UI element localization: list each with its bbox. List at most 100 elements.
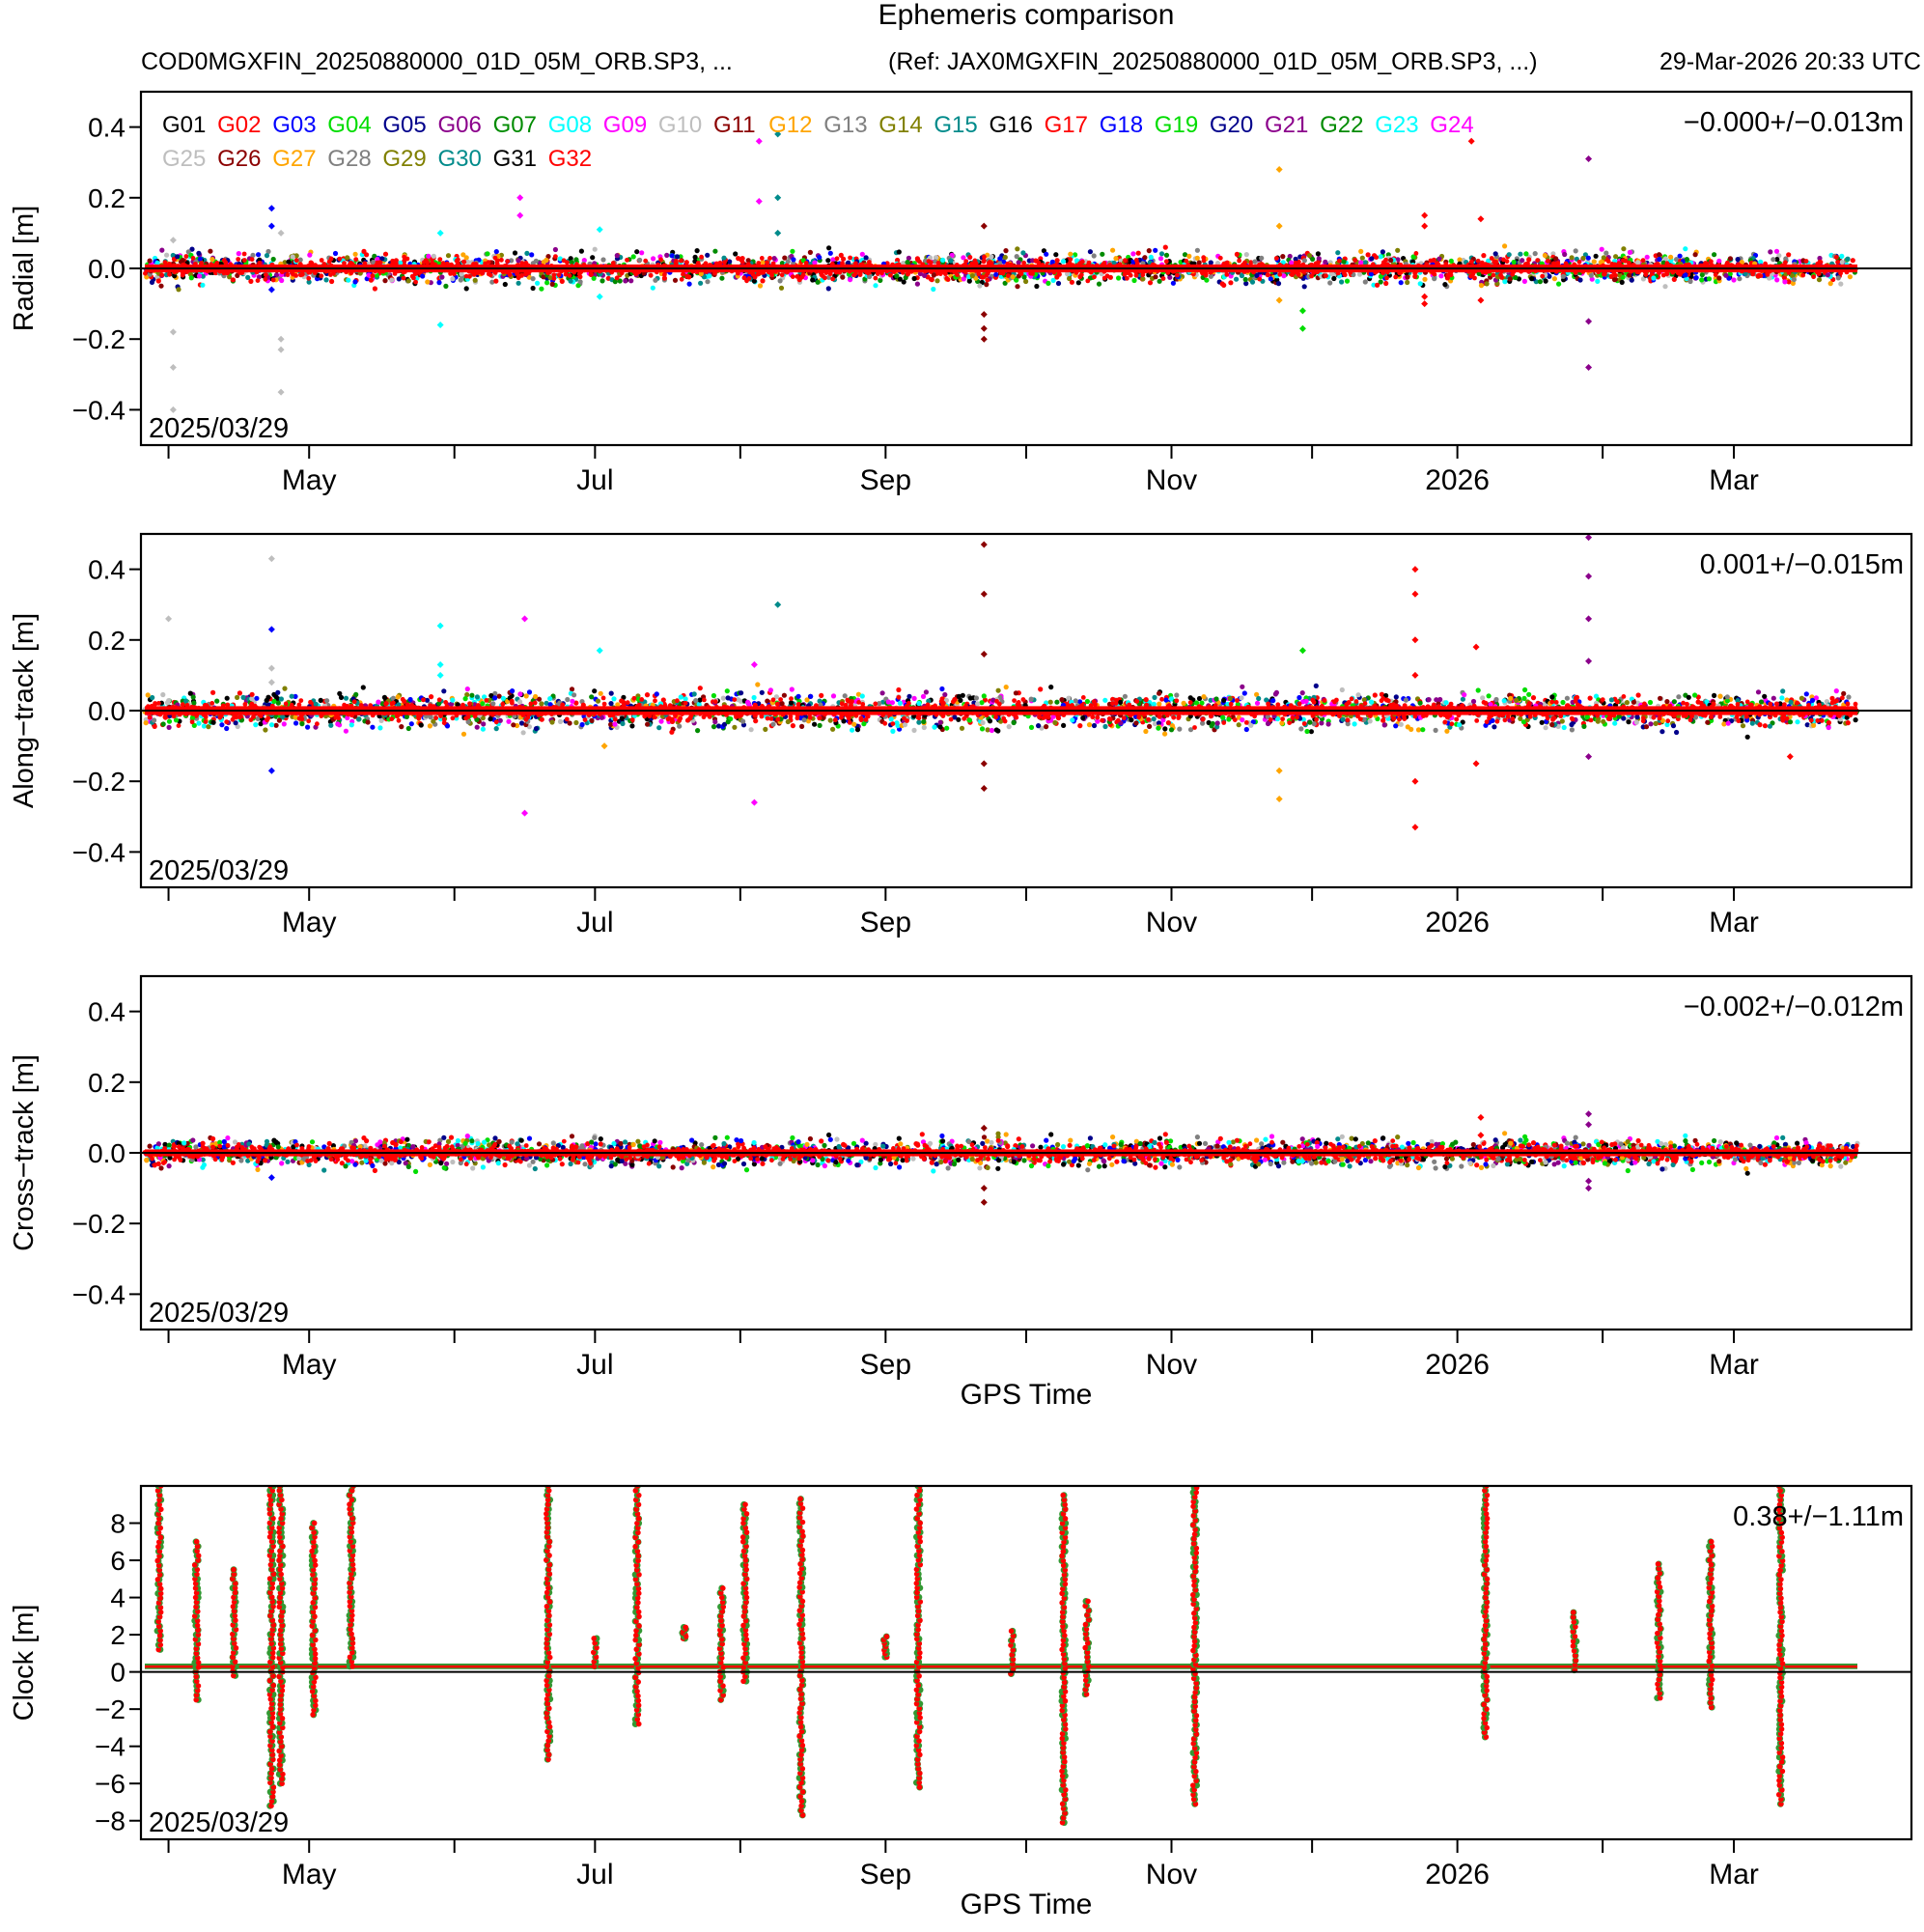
x-tick-label: Sep [860, 1349, 911, 1381]
outlier-point [1275, 796, 1283, 802]
outlier-point [521, 615, 529, 623]
clock-baseline-core [145, 1665, 1857, 1668]
outlier-point [1585, 1121, 1593, 1129]
clock-spike [795, 1496, 807, 1819]
radial-start-date-label: 2025/03/29 [149, 413, 289, 444]
outlier-point [169, 363, 177, 371]
radial-plot-area [143, 130, 1858, 413]
along-outlier-g09 [521, 615, 529, 817]
radial-y-axis-label: Radial [m] [9, 206, 40, 332]
panel-along: −0.4 −0.2 0.0 0.2 0.4 Along−track [m] May Jul Se… [9, 532, 1913, 938]
header-source-file: COD0MGXFIN_20250880000_01D_05M_ORB.SP3, … [141, 48, 733, 75]
x-tick-label: Sep [860, 1859, 911, 1890]
clock-spike [1058, 1492, 1070, 1827]
x-tick-label: 2026 [1425, 1349, 1490, 1381]
outlier-point [267, 205, 275, 212]
clock-spike [275, 1486, 287, 1787]
legend-item-g23: G23 [1375, 112, 1418, 138]
along-outlier-g02 [1472, 643, 1480, 768]
outlier-point [436, 229, 444, 237]
legend-item-g07: G07 [493, 112, 537, 138]
outlier-point [596, 647, 603, 655]
legend-item-g16: G16 [990, 112, 1033, 138]
y-tick-label: 0.4 [88, 555, 125, 585]
outlier-point [1472, 643, 1480, 651]
outlier-point [774, 229, 782, 237]
cross-plot-area [142, 1110, 1860, 1206]
y-tick-label: −8 [95, 1806, 125, 1836]
y-tick-label: 0.0 [88, 254, 125, 284]
clock-start-date-label: 2025/03/29 [149, 1807, 289, 1838]
y-tick-label: −0.2 [72, 324, 125, 354]
outlier-point [521, 809, 529, 817]
radial-outlier-g09 [516, 194, 524, 219]
outlier-point [980, 311, 988, 319]
along-outlier-g09 [750, 660, 758, 806]
outlier-point [980, 1124, 988, 1132]
x-tick-label: Sep [860, 464, 911, 496]
legend-item-g19: G19 [1155, 112, 1198, 138]
y-tick-label: −4 [95, 1732, 125, 1762]
y-tick-label: −0.4 [72, 395, 125, 425]
clock-spike [229, 1566, 239, 1679]
legend-item-g12: G12 [768, 112, 812, 138]
clock-spike [1081, 1598, 1093, 1698]
along-outlier-g02 [1786, 753, 1794, 761]
legend-item-g29: G29 [382, 146, 426, 172]
y-tick-label: 0.0 [88, 696, 125, 726]
legend-item-g22: G22 [1320, 112, 1363, 138]
cross-outlier-g02 [1477, 1113, 1485, 1139]
outlier-point [1585, 1185, 1593, 1192]
outlier-point [1585, 658, 1593, 665]
outlier-point [1411, 590, 1419, 598]
outlier-point [1298, 647, 1306, 655]
x-tick-label: Mar [1709, 1859, 1759, 1890]
x-tick-label: Mar [1709, 907, 1759, 938]
x-tick-label: 2026 [1425, 1859, 1490, 1890]
outlier-point [1275, 767, 1283, 774]
outlier-point [267, 626, 275, 633]
y-tick-label: 0.2 [88, 1068, 125, 1098]
radial-outlier-g21 [1585, 155, 1593, 371]
y-tick-label: 0 [110, 1658, 125, 1688]
y-tick-label: 8 [110, 1509, 125, 1539]
along-outlier-g08 [436, 622, 444, 679]
legend-item-g09: G09 [603, 112, 647, 138]
outlier-point [980, 650, 988, 658]
along-outlier-g08 [596, 647, 603, 655]
cross-start-date-label: 2025/03/29 [149, 1298, 289, 1329]
legend-item-g21: G21 [1265, 112, 1308, 138]
outlier-point [1421, 300, 1429, 308]
y-tick-label: −0.2 [72, 1209, 125, 1239]
legend-item-g32: G32 [548, 146, 592, 172]
x-tick-label: 2026 [1425, 464, 1490, 496]
outlier-point [516, 194, 524, 202]
x-tick-label: Nov [1146, 464, 1197, 496]
outlier-point [267, 286, 275, 294]
y-tick-label: −0.4 [72, 837, 125, 867]
outlier-point [1411, 671, 1419, 679]
along-start-date-label: 2025/03/29 [149, 855, 289, 886]
panel-radial: −0.4 −0.2 0.0 0.2 0.4 Radial [m] May Jul Sep Nov 2… [9, 90, 1913, 496]
outlier-point [1585, 1177, 1593, 1185]
outlier-point [277, 346, 285, 353]
outlier-point [267, 664, 275, 672]
legend-item-g08: G08 [548, 112, 592, 138]
x-tick-label: Nov [1146, 907, 1197, 938]
along-outlier-g12 [600, 742, 608, 750]
radial-outlier-g02 [1467, 137, 1475, 145]
clock-plot-area [145, 1486, 1857, 1827]
legend-item-g10: G10 [658, 112, 702, 138]
outlier-point [277, 335, 285, 343]
clock-x-axis-label: GPS Time [961, 1889, 1093, 1920]
outlier-point [750, 798, 758, 806]
outlier-point [1411, 777, 1419, 785]
legend-item-g30: G30 [438, 146, 482, 172]
cross-outlier-g11 [980, 1124, 988, 1206]
x-tick-label: Mar [1709, 464, 1759, 496]
y-tick-label: 0.4 [88, 113, 125, 143]
legend-item-g27: G27 [272, 146, 316, 172]
outlier-point [1477, 1113, 1485, 1121]
clock-spike [1189, 1486, 1201, 1807]
